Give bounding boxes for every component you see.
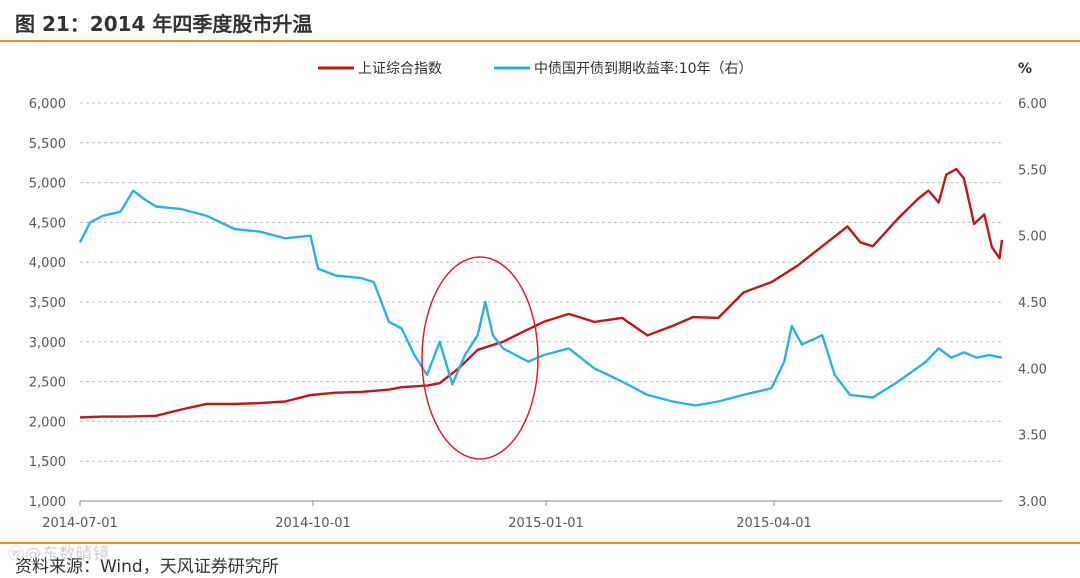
title-divider [0,40,1080,42]
left-tick-label: 3,500 [29,296,66,311]
right-tick-label: 4.50 [1018,296,1047,311]
series-line-2 [78,189,1003,407]
series-line-1 [79,167,1004,419]
x-tick-label: 2014-07-01 [42,516,118,531]
x-axis-ticks: 2014-07-01 2014-10-01 2015-01-01 2015-04-01 [42,501,812,531]
grid-lines [80,102,1002,502]
right-axis-unit: % [1018,61,1032,77]
watermark: ⓦ@东数晴镜 [8,544,111,563]
annotation-layer [421,256,539,460]
right-tick-label: 3.00 [1018,495,1047,510]
left-tick-label: 3,000 [29,336,66,351]
left-axis-ticks: 1,000 1,500 2,000 2,500 3,000 3,500 4,000 4,500… [29,97,66,510]
left-tick-label: 2,500 [29,376,66,391]
right-tick-label: 6.00 [1018,97,1047,112]
left-tick-label: 2,000 [29,415,66,430]
line-chart: 1,000 1,500 2,000 2,500 3,000 3,500 4,000 4,500… [29,60,1047,531]
legend-label-1: 上证综合指数 [358,61,442,77]
legend-label-2: 中债国开债到期收益率:10年（右） [534,60,753,77]
left-tick-label: 5,000 [29,177,66,192]
right-tick-label: 3.50 [1018,429,1047,444]
left-tick-label: 1,000 [29,495,66,510]
left-tick-label: 5,500 [29,137,66,152]
x-tick-label: 2015-01-01 [508,516,584,531]
x-tick-label: 2014-10-01 [275,516,351,531]
left-tick-label: 1,500 [29,455,66,470]
left-tick-label: 6,000 [29,97,66,112]
source-divider [0,542,1080,544]
figure-title: 图 21：2014 年四季度股市升温 [15,12,313,36]
right-axis-ticks: 3.00 3.50 4.00 4.50 5.00 5.50 6.00% [1018,61,1047,510]
legend: 上证综合指数 中债国开债到期收益率:10年（右） [318,60,753,77]
left-tick-label: 4,000 [29,256,66,271]
right-tick-label: 5.00 [1018,230,1047,245]
right-tick-label: 4.00 [1018,362,1047,377]
left-tick-label: 4,500 [29,216,66,231]
right-tick-label: 5.50 [1018,163,1047,178]
x-tick-label: 2015-04-01 [736,516,812,531]
source-note: 资料来源：Wind，天风证券研究所 [15,557,279,577]
highlight-ellipse [421,256,539,460]
series-layer [78,167,1004,419]
